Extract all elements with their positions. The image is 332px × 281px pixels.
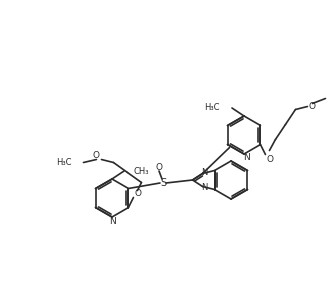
Text: H₃C: H₃C — [205, 103, 220, 112]
Text: H₃C: H₃C — [56, 158, 71, 167]
Text: N: N — [202, 168, 208, 177]
Text: O: O — [135, 189, 142, 198]
Text: O: O — [267, 155, 274, 164]
Text: N: N — [243, 153, 249, 162]
Text: O: O — [155, 162, 162, 171]
Text: CH₃: CH₃ — [134, 167, 149, 176]
Text: N: N — [109, 216, 116, 225]
Text: S: S — [160, 178, 166, 188]
Text: O: O — [309, 102, 316, 111]
Text: N: N — [202, 183, 208, 192]
Text: O: O — [93, 151, 100, 160]
